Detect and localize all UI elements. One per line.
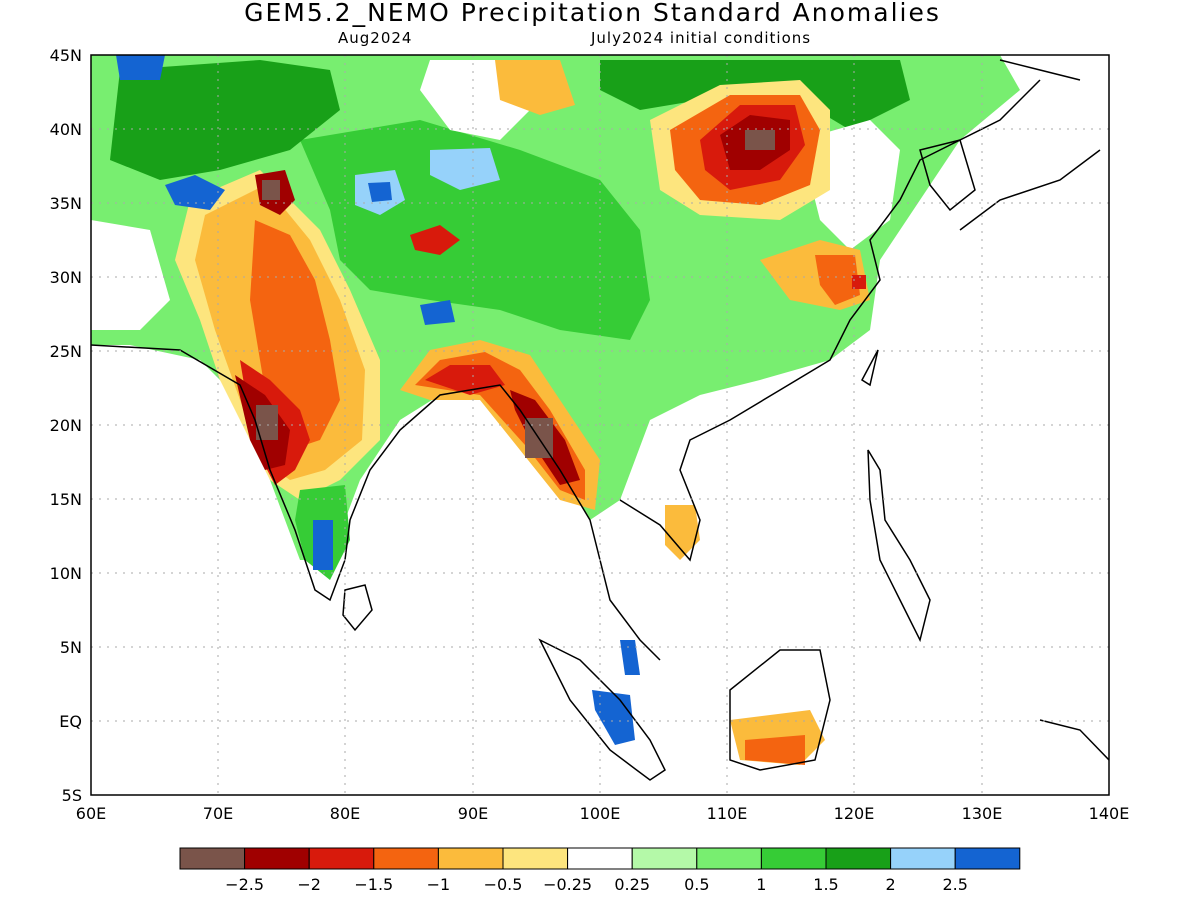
lon-label-60e: 60E <box>75 804 107 823</box>
wet-south-india-core <box>313 520 333 570</box>
dry-tibet-spot <box>410 225 460 255</box>
initial-conditions: July2024 initial conditions <box>591 29 812 47</box>
white-patch-india-west <box>91 220 170 330</box>
dry-indochina <box>665 505 700 560</box>
lat-label-5n: 5N <box>59 638 82 657</box>
lon-label-120e: 120E <box>833 804 875 823</box>
dry-borneo-core <box>745 735 805 765</box>
korea <box>919 139 976 212</box>
lon-label-80e: 80E <box>329 804 361 823</box>
wet-nepal <box>420 300 455 325</box>
gridlines <box>91 55 1109 795</box>
map-frame <box>90 54 1110 796</box>
lon-label-130e: 130E <box>961 804 1003 823</box>
philippines <box>867 449 931 643</box>
land-darkgreen-central <box>110 60 340 180</box>
japan <box>959 59 1101 231</box>
taiwan <box>861 349 879 387</box>
new-guinea <box>1039 719 1109 761</box>
wet-kazakh-spot <box>165 175 225 210</box>
extreme-dry-kashmir <box>262 180 280 200</box>
wet-top-left <box>116 55 165 80</box>
lon-label-70e: 70E <box>202 804 234 823</box>
lat-label-45n: 45N <box>49 46 82 65</box>
wet-tibet-central <box>430 148 500 190</box>
forecast-month: Aug2024 <box>338 29 413 47</box>
lon-label-140e: 140E <box>1088 804 1130 823</box>
lat-label-35n: 35N <box>49 194 82 213</box>
lat-label-30n: 30N <box>49 268 82 287</box>
wet-malaya <box>620 640 640 675</box>
coastlines <box>91 59 1109 781</box>
lat-label-5s: 5S <box>61 786 82 805</box>
lat-label-40n: 40N <box>49 120 82 139</box>
india-coast <box>91 344 471 602</box>
lat-label-15n: 15N <box>49 490 82 509</box>
lat-label-eq: EQ <box>59 712 82 731</box>
dry-mongolia-west <box>495 60 575 115</box>
borneo <box>729 649 831 771</box>
lat-label-10n: 10N <box>49 564 82 583</box>
lon-label-110e: 110E <box>706 804 748 823</box>
lat-label-25n: 25N <box>49 342 82 361</box>
lon-label-100e: 100E <box>579 804 621 823</box>
lat-label-20n: 20N <box>49 416 82 435</box>
map-title: GEM5.2_NEMO Precipitation Standard Anoma… <box>244 0 941 27</box>
sri-lanka <box>342 584 373 632</box>
map-field <box>91 55 1020 765</box>
wet-sumatra <box>592 690 635 745</box>
sumatra <box>538 638 666 781</box>
dry-east-china-core <box>815 255 860 305</box>
wet-tibet-west-core <box>368 182 392 202</box>
extreme-dry-north-china <box>745 130 775 150</box>
indochina-coast <box>469 79 1041 661</box>
extreme-dry-mumbai <box>256 405 278 440</box>
lon-label-90e: 90E <box>457 804 489 823</box>
dry-east-china-red <box>852 275 866 289</box>
